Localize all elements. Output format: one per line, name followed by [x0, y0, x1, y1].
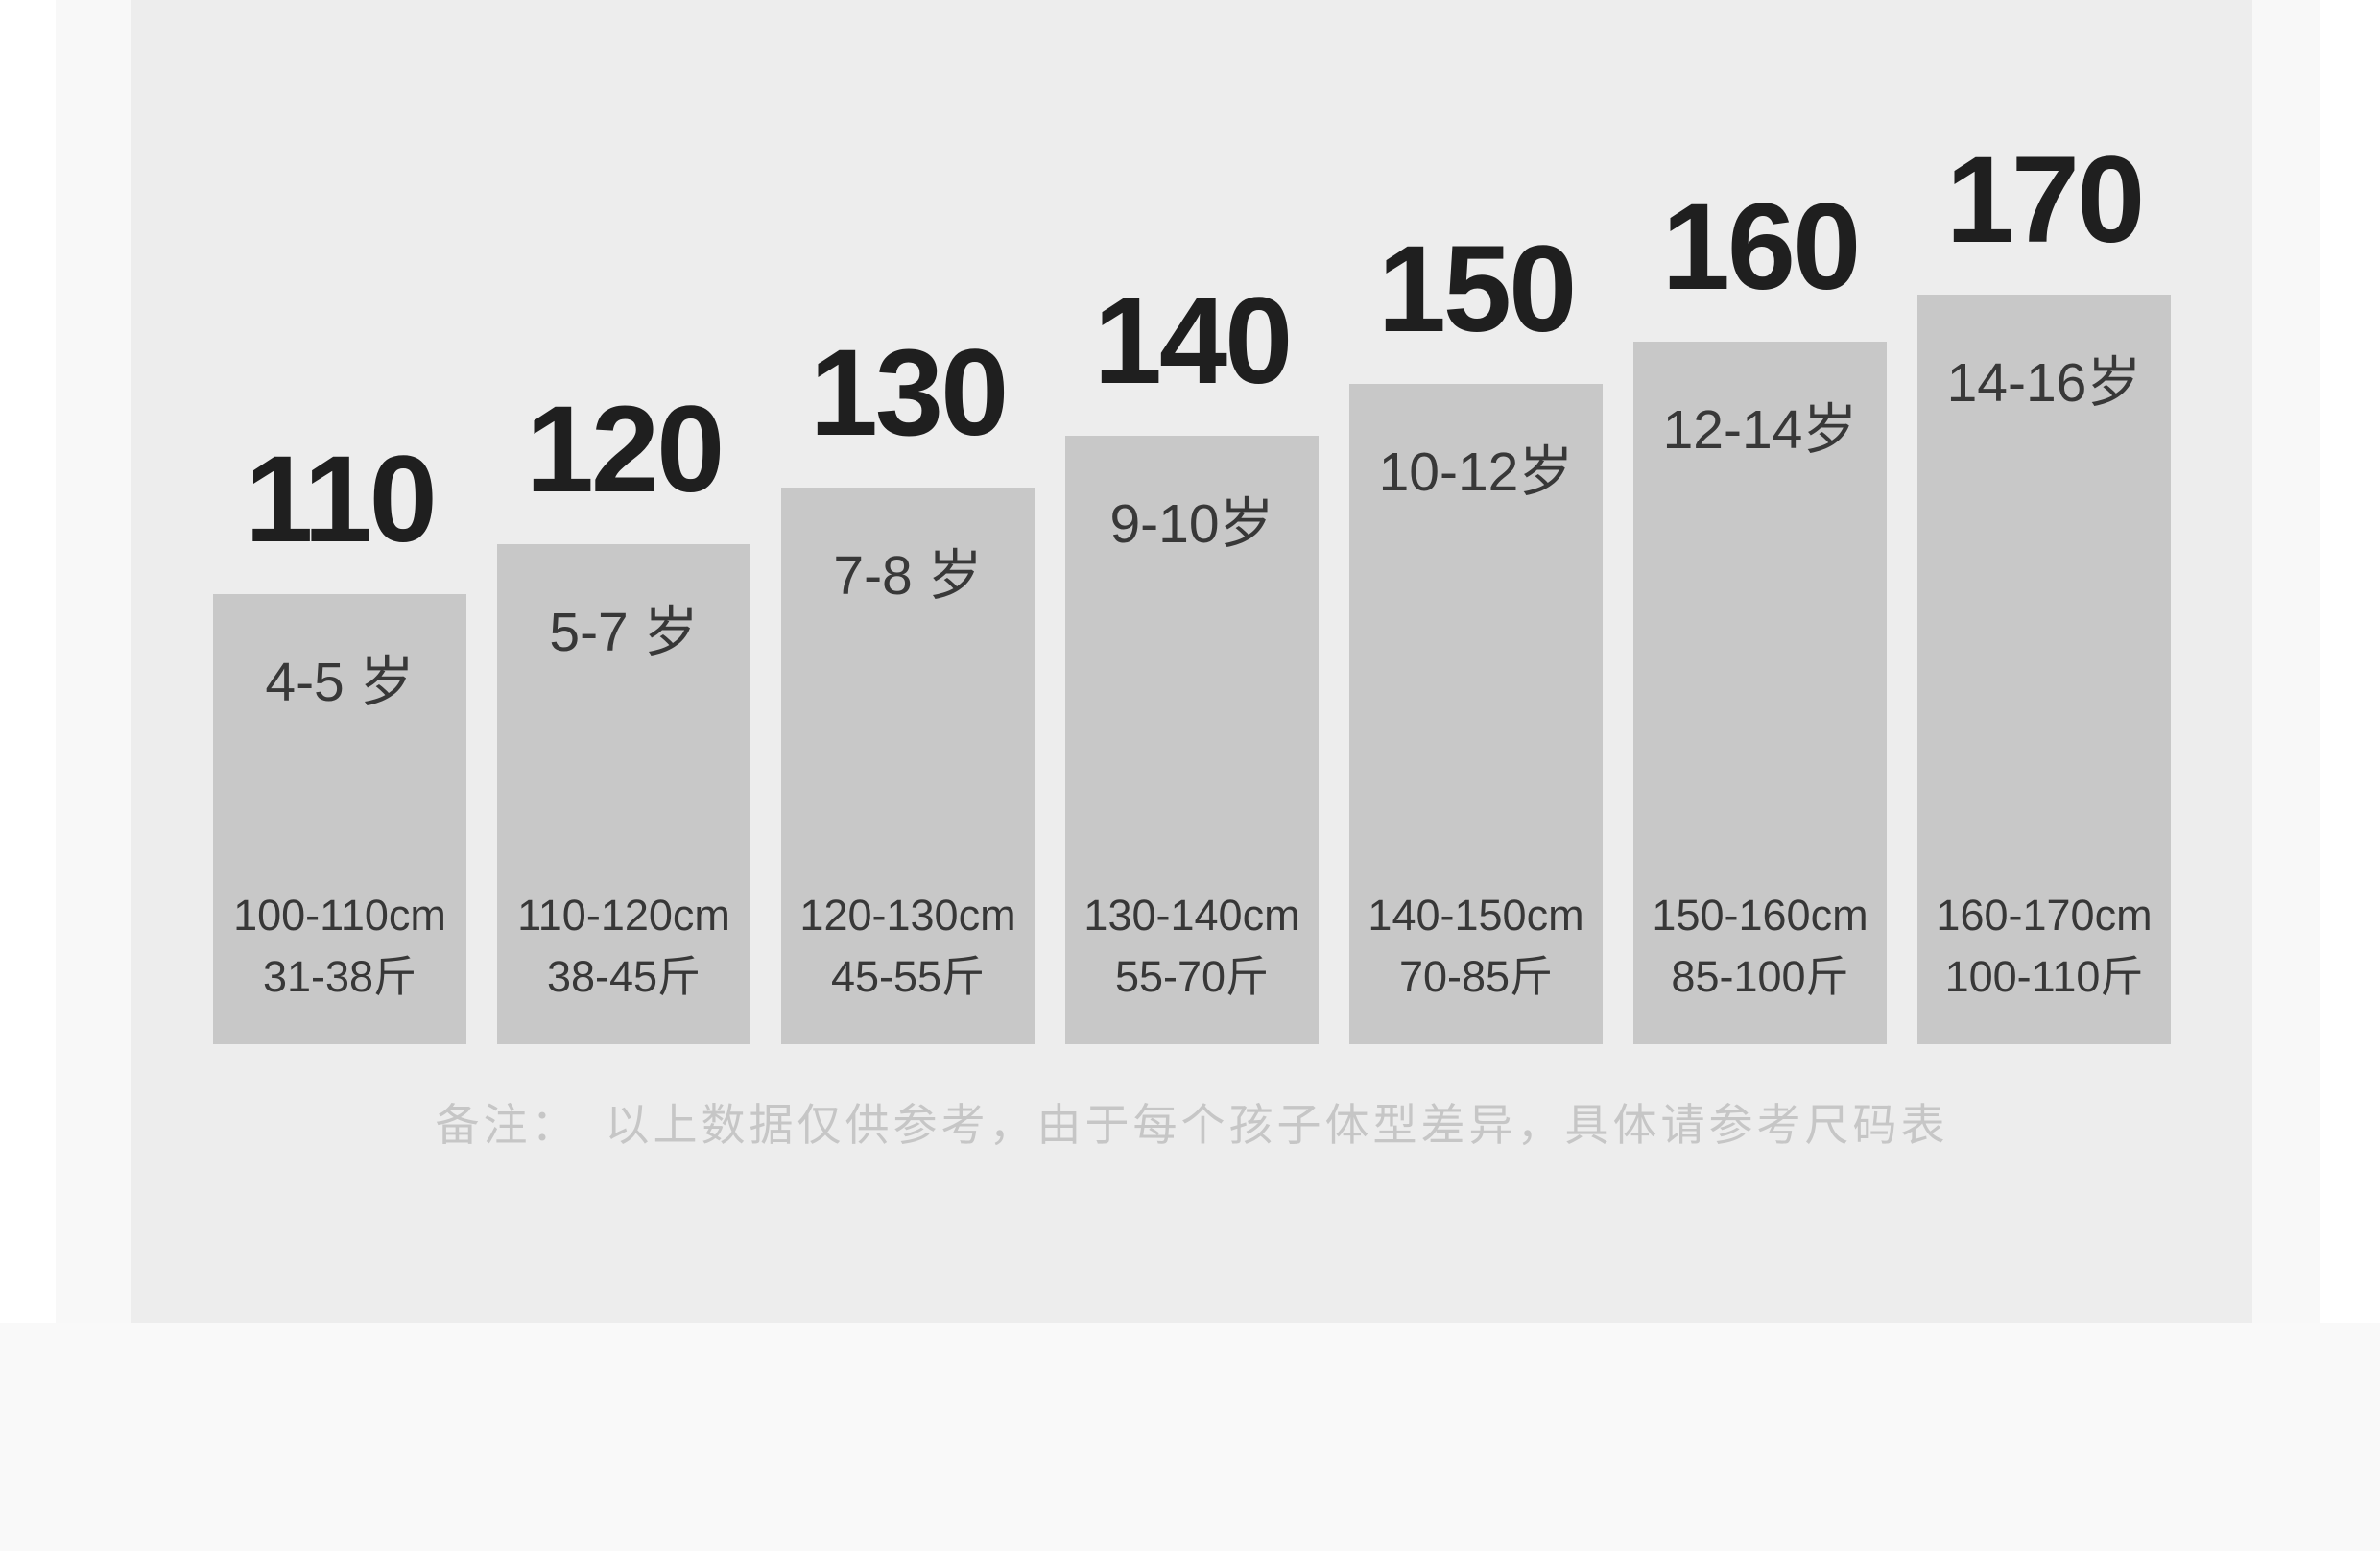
size-column-120: 120 5-7 岁 110-120cm 38-45斤 [497, 389, 750, 1044]
size-bars-row: 110 4-5 岁 100-110cm 31-38斤 120 5-7 岁 110… [213, 0, 2171, 1044]
age-range-label: 5-7 岁 [549, 602, 699, 663]
height-range: 100-110cm [233, 891, 446, 941]
size-column-170: 170 14-16岁 160-170cm 100-110斤 [1917, 139, 2171, 1044]
age-range-label: 4-5 岁 [265, 652, 415, 713]
size-column-150: 150 10-12岁 140-150cm 70-85斤 [1349, 228, 1603, 1044]
size-column-110: 110 4-5 岁 100-110cm 31-38斤 [213, 439, 466, 1044]
height-range: 150-160cm [1652, 891, 1868, 941]
age-range-label: 7-8 岁 [833, 545, 983, 607]
size-title: 120 [525, 381, 726, 518]
height-weight-ranges: 150-160cm 85-100斤 [1652, 885, 1868, 1008]
age-range-label: 14-16岁 [1946, 352, 2142, 414]
weight-range: 38-45斤 [546, 952, 702, 1002]
size-bar: 10-12岁 140-150cm 70-85斤 [1349, 384, 1603, 1044]
height-range: 160-170cm [1936, 891, 2153, 941]
weight-range: 70-85斤 [1398, 952, 1554, 1002]
note-text: 备注： 以上数据仅供参考，由于每个孩子体型差异，具体请参考尺码表 [435, 1100, 1949, 1150]
right-edge-strip [2252, 0, 2320, 1323]
size-column-160: 160 12-14岁 150-160cm 85-100斤 [1633, 186, 1887, 1044]
weight-range: 85-100斤 [1671, 952, 1849, 1002]
age-range-label: 9-10岁 [1109, 493, 1274, 555]
size-column-130: 130 7-8 岁 120-130cm 45-55斤 [781, 332, 1035, 1044]
height-weight-ranges: 160-170cm 100-110斤 [1936, 885, 2152, 1008]
size-bar: 9-10岁 130-140cm 55-70斤 [1065, 436, 1319, 1044]
size-title: 150 [1377, 221, 1578, 358]
height-weight-ranges: 110-120cm 38-45斤 [517, 885, 730, 1008]
height-range: 130-140cm [1083, 891, 1300, 941]
age-range-label: 10-12岁 [1378, 441, 1574, 503]
size-title: 170 [1945, 131, 2146, 269]
size-column-140: 140 9-10岁 130-140cm 55-70斤 [1065, 280, 1319, 1044]
size-title: 130 [809, 324, 1010, 462]
height-range: 120-130cm [799, 891, 1016, 941]
weight-range: 45-55斤 [830, 952, 986, 1002]
weight-range: 100-110斤 [1944, 952, 2144, 1002]
size-bar: 4-5 岁 100-110cm 31-38斤 [213, 594, 466, 1044]
size-bar: 5-7 岁 110-120cm 38-45斤 [497, 544, 750, 1044]
age-range-label: 12-14岁 [1662, 399, 1858, 461]
height-range: 140-150cm [1368, 891, 1584, 941]
height-range: 110-120cm [517, 891, 730, 941]
left-edge-strip [56, 0, 131, 1323]
size-title: 140 [1093, 273, 1294, 410]
height-weight-ranges: 120-130cm 45-55斤 [799, 885, 1015, 1008]
weight-range: 31-38斤 [262, 952, 417, 1002]
size-bar: 14-16岁 160-170cm 100-110斤 [1917, 295, 2171, 1044]
size-bar: 12-14岁 150-160cm 85-100斤 [1633, 342, 1887, 1044]
height-weight-ranges: 130-140cm 55-70斤 [1083, 885, 1299, 1008]
size-title: 110 [245, 431, 437, 568]
size-title: 160 [1661, 179, 1862, 316]
height-weight-ranges: 140-150cm 70-85斤 [1368, 885, 1583, 1008]
weight-range: 55-70斤 [1114, 952, 1270, 1002]
height-weight-ranges: 100-110cm 31-38斤 [233, 885, 446, 1008]
below-panel-area [0, 1323, 2380, 1551]
size-bar: 7-8 岁 120-130cm 45-55斤 [781, 488, 1035, 1044]
